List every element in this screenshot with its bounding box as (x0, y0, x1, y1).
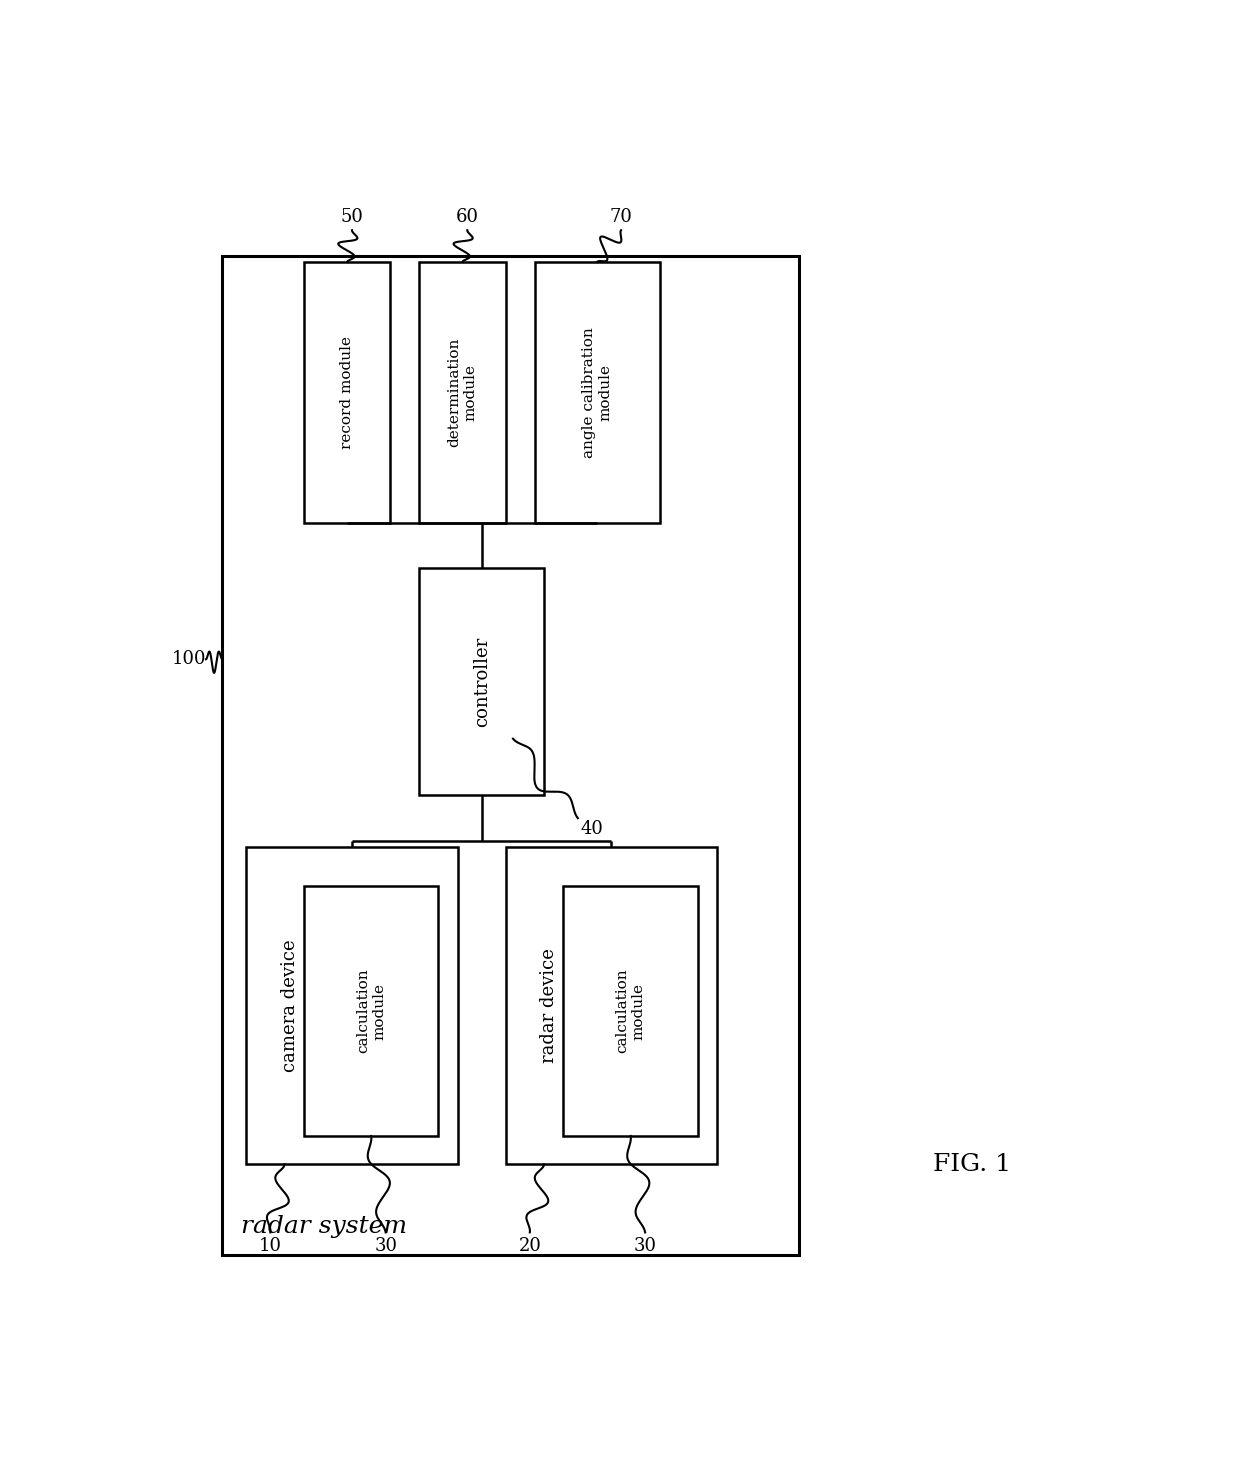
Text: angle calibration
module: angle calibration module (582, 327, 613, 458)
Text: 100: 100 (171, 650, 206, 668)
Text: controller: controller (472, 637, 491, 727)
Text: radar device: radar device (539, 948, 558, 1063)
Text: record module: record module (340, 336, 355, 450)
Bar (534, 262, 660, 523)
Text: calculation
module: calculation module (615, 968, 646, 1054)
Text: determination
module: determination module (448, 338, 477, 447)
Text: FIG. 1: FIG. 1 (932, 1153, 1011, 1176)
Bar (563, 886, 698, 1136)
Text: 30: 30 (634, 1237, 657, 1254)
Text: calculation
module: calculation module (356, 968, 387, 1054)
Text: 50: 50 (341, 208, 363, 226)
Text: 70: 70 (610, 208, 632, 226)
Bar (419, 262, 506, 523)
Text: 20: 20 (518, 1237, 541, 1254)
Bar (222, 256, 799, 1256)
Text: 10: 10 (259, 1237, 281, 1254)
Text: 30: 30 (374, 1237, 397, 1254)
Bar (419, 569, 544, 796)
Text: camera device: camera device (280, 939, 299, 1072)
Text: 60: 60 (456, 208, 479, 226)
Text: radar system: radar system (242, 1215, 408, 1238)
Bar (506, 846, 717, 1164)
Text: 40: 40 (580, 821, 604, 839)
Bar (304, 886, 439, 1136)
Bar (304, 262, 391, 523)
Bar (247, 846, 458, 1164)
